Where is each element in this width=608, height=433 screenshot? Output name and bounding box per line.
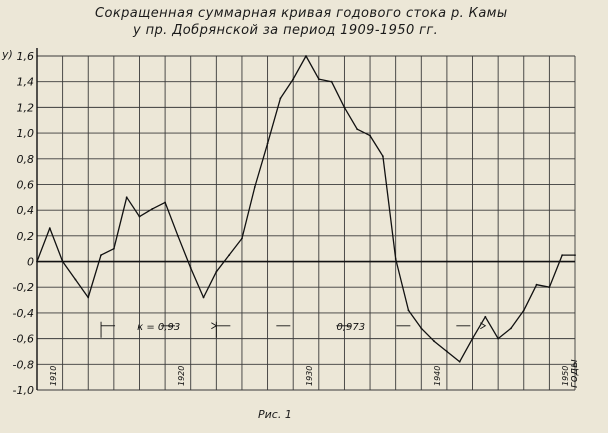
data-point bbox=[484, 315, 487, 318]
series-layer bbox=[36, 55, 576, 363]
data-point bbox=[253, 186, 256, 188]
annotation-label: 0,973 bbox=[337, 322, 366, 333]
data-point bbox=[74, 278, 77, 281]
axes bbox=[36, 48, 575, 390]
data-point bbox=[138, 215, 141, 218]
data-point bbox=[574, 254, 576, 257]
y-tick-label: -0,2 bbox=[13, 281, 34, 294]
figure-caption: Рис. 1 bbox=[258, 408, 292, 421]
y-tick-label: -0,4 bbox=[13, 307, 34, 320]
data-point bbox=[164, 201, 166, 204]
y-tick-label: 1,0 bbox=[17, 127, 35, 140]
series-line bbox=[36, 55, 575, 363]
data-point bbox=[61, 260, 64, 263]
data-point bbox=[292, 78, 295, 81]
x-tick-label: 1920 bbox=[177, 366, 186, 386]
data-point bbox=[446, 350, 448, 353]
data-point bbox=[381, 155, 384, 158]
x-tick-label: 1930 bbox=[305, 366, 314, 386]
data-point bbox=[394, 258, 397, 260]
data-point bbox=[266, 142, 269, 145]
tick-labels: 1,6 1,4 1,2 1,0 0,8 0,6 0,4 0,2 0 -0,2 -0,4 -0,6 -0,… bbox=[13, 50, 580, 397]
chart-subtitle: у пр. Добрянской за период 1909-1950 гг. bbox=[133, 23, 439, 38]
y-tick-label: 0,2 bbox=[17, 230, 35, 243]
data-point bbox=[548, 286, 551, 289]
data-point bbox=[202, 296, 205, 299]
data-point bbox=[510, 327, 512, 330]
data-point bbox=[305, 55, 307, 57]
data-point bbox=[471, 337, 474, 340]
data-point bbox=[151, 207, 154, 210]
data-point bbox=[561, 254, 564, 257]
data-point bbox=[48, 227, 51, 230]
data-point bbox=[36, 260, 38, 263]
y-tick-label: 0,8 bbox=[17, 153, 35, 166]
data-point bbox=[112, 247, 115, 250]
y-tick-label: -1,0 bbox=[13, 384, 34, 397]
data-point bbox=[356, 128, 359, 131]
data-point bbox=[100, 254, 102, 257]
y-tick-label: 1,6 bbox=[17, 50, 35, 63]
data-point bbox=[369, 134, 371, 137]
grid-lines bbox=[36, 55, 576, 391]
x-tick-label: 1950 bbox=[561, 366, 570, 386]
y-tick-label: 1,2 bbox=[17, 101, 35, 114]
x-tick-label: 1940 bbox=[433, 366, 442, 386]
y-tick-label: 0,6 bbox=[17, 178, 35, 191]
annotation-label: к = 0,93 bbox=[137, 322, 180, 333]
data-point bbox=[535, 283, 538, 286]
data-point bbox=[433, 340, 435, 343]
data-point bbox=[497, 337, 500, 340]
data-point bbox=[177, 234, 179, 237]
y-tick-label: -0,8 bbox=[13, 358, 34, 371]
data-point bbox=[215, 270, 218, 273]
data-point bbox=[241, 237, 243, 240]
data-point bbox=[458, 360, 461, 363]
data-point bbox=[420, 327, 423, 330]
data-point bbox=[330, 80, 333, 83]
annotation-arrowhead bbox=[480, 322, 487, 330]
data-point bbox=[228, 254, 231, 257]
data-point bbox=[87, 296, 90, 299]
annotation-arrowhead bbox=[211, 322, 218, 330]
annotations: к = 0,93 0,973 bbox=[100, 321, 487, 338]
data-point bbox=[343, 106, 346, 109]
chart-title: Сокращенная суммарная кривая годового ст… bbox=[95, 6, 508, 21]
data-point bbox=[522, 309, 525, 312]
data-point bbox=[189, 267, 192, 269]
y-axis-label: у) bbox=[2, 48, 13, 61]
data-point bbox=[407, 309, 410, 312]
data-point bbox=[125, 196, 128, 199]
y-tick-label: 0,4 bbox=[17, 204, 35, 217]
x-tick-label: 1910 bbox=[49, 366, 58, 386]
data-point bbox=[317, 78, 320, 81]
y-tick-label: 1,4 bbox=[17, 76, 35, 89]
y-tick-label: -0,6 bbox=[13, 333, 34, 346]
y-tick-label: 0 bbox=[27, 256, 34, 269]
data-point bbox=[279, 97, 282, 100]
x-axis-label: годы bbox=[567, 359, 580, 388]
